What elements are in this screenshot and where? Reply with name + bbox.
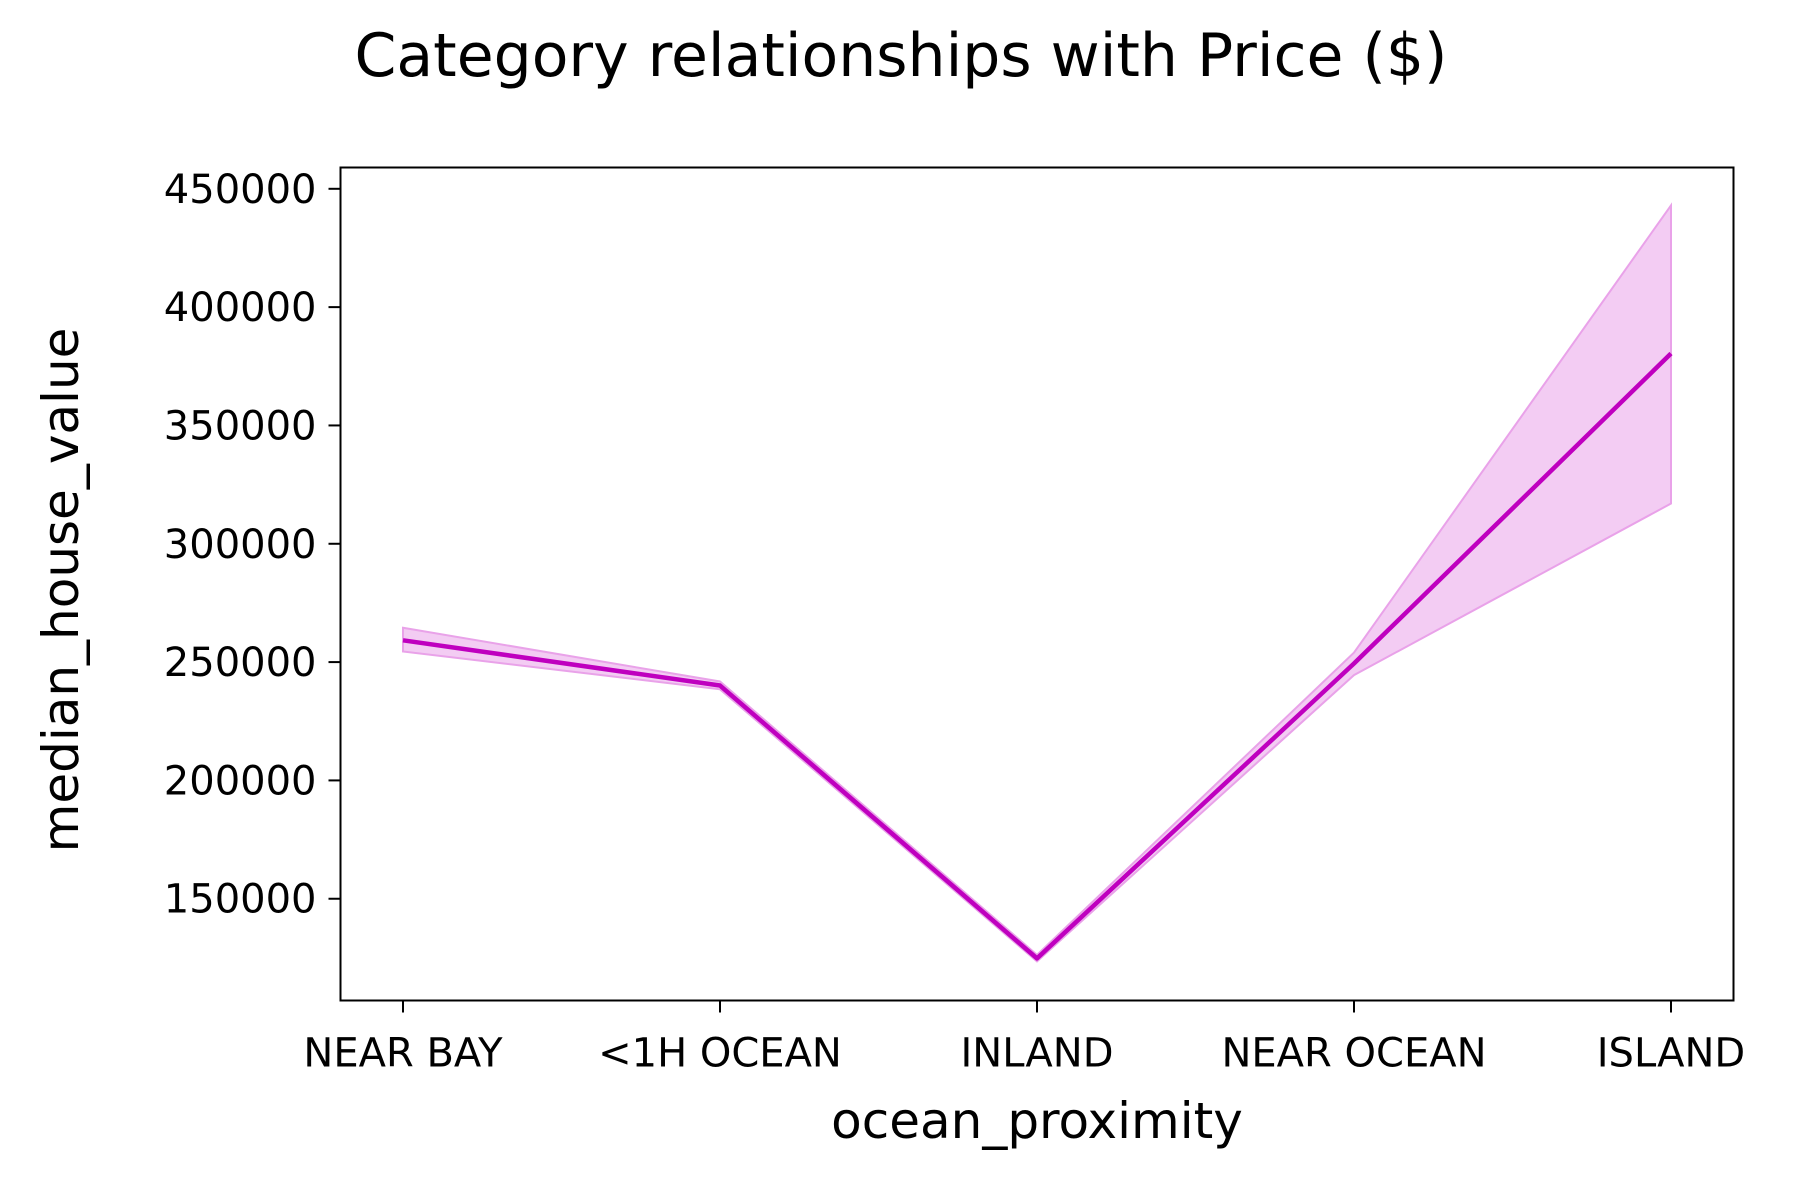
confidence-band: [402, 202, 1672, 963]
y-tick-label: 300000: [164, 522, 317, 568]
data-point--1h-ocean: [717, 683, 723, 689]
data-point-near-bay: [400, 637, 406, 643]
x-tick-label: NEAR BAY: [303, 1031, 503, 1077]
series-line: [402, 351, 1673, 961]
y-tick-label: 200000: [164, 758, 317, 804]
x-tick-label: ISLAND: [1597, 1031, 1745, 1077]
y-tick-label: 350000: [164, 403, 317, 449]
y-tick-label: 400000: [164, 285, 317, 331]
y-tick-label: 450000: [164, 167, 317, 213]
x-axis: NEAR BAY <1H OCEAN INLAND NEAR OCEAN ISLAND: [303, 1000, 1745, 1077]
y-axis-label: median_house_value: [32, 328, 90, 853]
data-point-island: [1668, 351, 1674, 357]
x-tick-label: <1H OCEAN: [598, 1031, 842, 1077]
chart-title: Category relationships with Price ($): [355, 21, 1448, 91]
y-axis: 150000 200000 250000 300000 350000 400000 4500…: [164, 167, 341, 923]
x-tick-label: INLAND: [960, 1031, 1113, 1077]
y-tick-label: 250000: [164, 640, 317, 686]
data-point-near-ocean: [1351, 661, 1357, 667]
plot-area: [400, 202, 1674, 963]
x-tick-label: NEAR OCEAN: [1221, 1031, 1486, 1077]
x-axis-label: ocean_proximity: [831, 1092, 1243, 1150]
data-point-inland: [1034, 955, 1040, 961]
plot-frame: [339, 166, 1735, 1002]
y-tick-label: 150000: [164, 877, 317, 923]
